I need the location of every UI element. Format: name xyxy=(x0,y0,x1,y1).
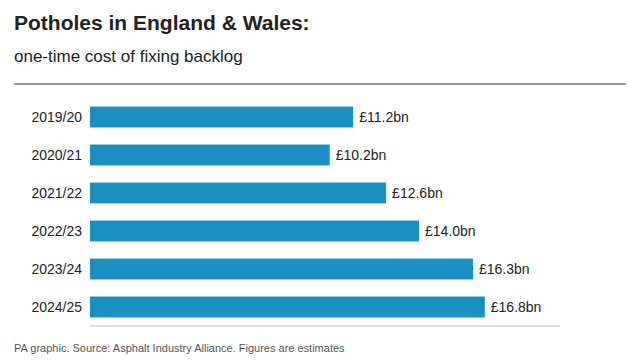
bar xyxy=(90,183,386,204)
separator xyxy=(14,84,626,85)
data-label: £11.2bn xyxy=(359,109,409,125)
data-label: £16.3bn xyxy=(479,261,530,277)
y-tick-label: 2020/21 xyxy=(31,147,82,163)
footnote: PA graphic. Source: Asphalt Industry All… xyxy=(14,342,345,354)
y-tick-label: 2019/20 xyxy=(31,109,82,125)
bar xyxy=(90,107,353,128)
bar xyxy=(90,259,473,280)
subtitle: one-time cost of fixing backlog xyxy=(14,47,243,66)
data-label: £12.6bn xyxy=(392,185,443,201)
y-tick-label: 2022/23 xyxy=(31,223,82,239)
bar xyxy=(90,145,330,166)
x-axis-line xyxy=(90,326,560,327)
title: Potholes in England & Wales: xyxy=(14,11,310,34)
bar xyxy=(90,221,419,242)
labels: 2019/20 £11.2bn 2020/21 £10.2bn 2021/22 £12.6… xyxy=(31,109,541,315)
data-label: £10.2bn xyxy=(336,147,387,163)
data-label: £14.0bn xyxy=(425,223,476,239)
chart-svg: Potholes in England & Wales: one-time cos… xyxy=(0,0,640,360)
data-label: £16.8bn xyxy=(491,299,542,315)
chart-container: Potholes in England & Wales: one-time cos… xyxy=(0,0,640,360)
bar xyxy=(90,297,485,318)
y-tick-label: 2023/24 xyxy=(31,261,82,277)
bars xyxy=(90,107,485,318)
y-tick-label: 2024/25 xyxy=(31,299,82,315)
y-tick-label: 2021/22 xyxy=(31,185,82,201)
